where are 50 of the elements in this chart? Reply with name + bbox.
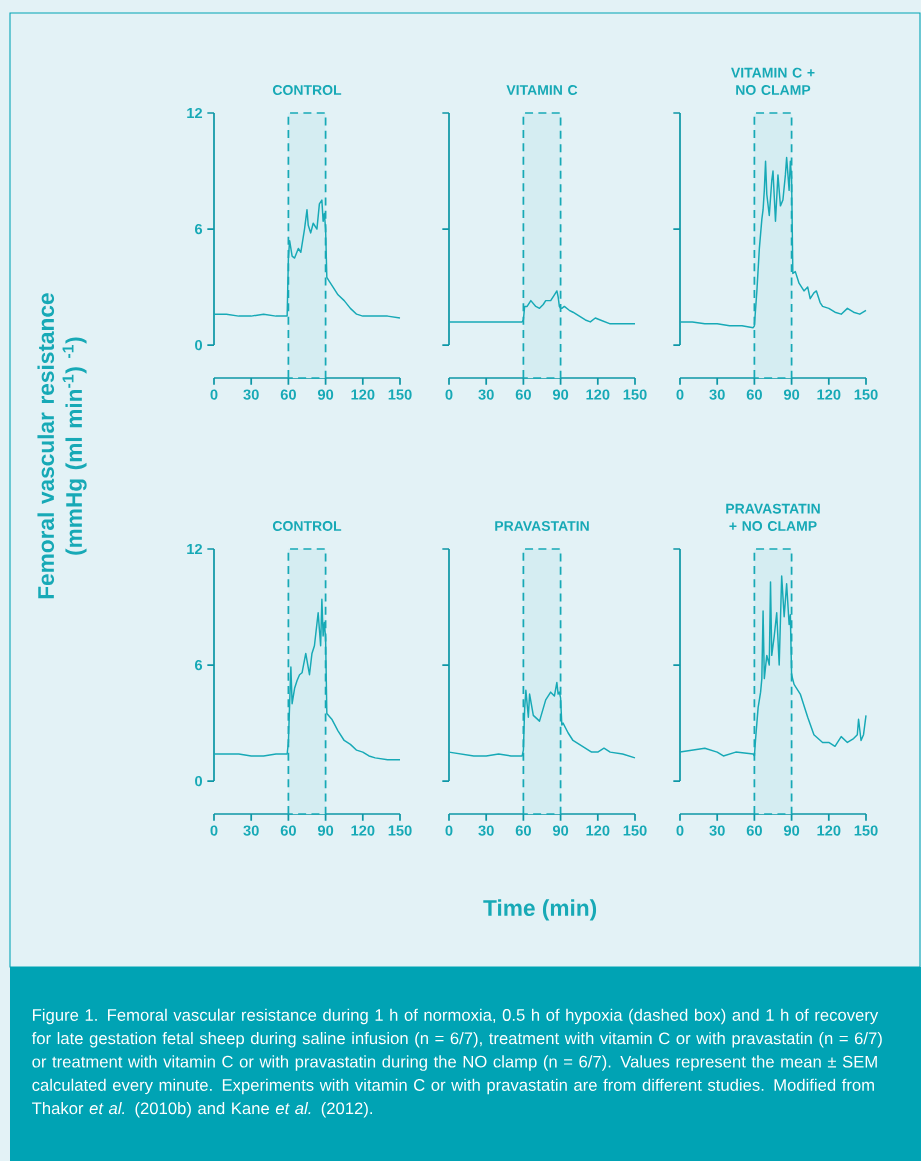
x-tick-label: 0 <box>210 389 218 400</box>
x-tick-label: 30 <box>709 825 725 836</box>
x-tick-label: 30 <box>478 389 494 400</box>
x-tick-label: 150 <box>388 825 412 836</box>
x-tick-label: 90 <box>552 389 569 400</box>
y-tick-label: 12 <box>187 107 203 119</box>
x-tick-label: 90 <box>783 389 800 400</box>
x-tick-label: 150 <box>623 389 647 400</box>
x-tick-label: 120 <box>586 825 610 836</box>
x-tick-label: 90 <box>783 825 800 836</box>
chart-title: PRAVASTATIN + NO CLAMP <box>726 503 820 531</box>
x-tick-label: 60 <box>280 825 296 836</box>
x-tick-label: 90 <box>552 825 569 836</box>
x-tick-label: 150 <box>623 825 647 836</box>
x-tick-label: 120 <box>586 389 610 400</box>
y-tick-label: 12 <box>187 543 203 555</box>
x-tick-label: 120 <box>817 825 841 836</box>
x-tick-label: 0 <box>676 389 684 400</box>
y-tick-label: 6 <box>195 659 203 671</box>
x-tick-label: 120 <box>817 389 841 400</box>
x-tick-label: 0 <box>676 825 684 836</box>
x-tick-label: 90 <box>317 825 334 836</box>
x-axis-title: Time (min) <box>483 899 597 921</box>
x-tick-label: 150 <box>388 389 412 400</box>
y-tick-label: 6 <box>195 223 203 235</box>
x-tick-label: 30 <box>243 389 259 400</box>
y-tick-label: 0 <box>195 775 203 787</box>
x-tick-label: 0 <box>445 825 453 836</box>
x-tick-label: 30 <box>709 389 725 400</box>
chart-title: CONTROL <box>272 521 342 531</box>
x-tick-label: 120 <box>351 825 375 836</box>
x-tick-label: 0 <box>445 389 453 400</box>
chart-title: VITAMIN C + NO CLAMP <box>731 67 815 95</box>
x-tick-label: 60 <box>746 389 762 400</box>
x-tick-label: 30 <box>243 825 259 836</box>
x-tick-label: 0 <box>210 825 218 836</box>
x-tick-label: 150 <box>854 825 878 836</box>
x-tick-label: 30 <box>478 825 494 836</box>
x-tick-label: 150 <box>854 389 878 400</box>
chart-title: CONTROL <box>272 85 342 95</box>
x-tick-label: 60 <box>280 389 296 400</box>
x-tick-label: 60 <box>515 825 531 836</box>
x-tick-label: 60 <box>515 389 531 400</box>
y-tick-label: 0 <box>195 339 203 351</box>
chart-title: PRAVASTATIN <box>495 521 589 531</box>
chart-title: VITAMIN C <box>506 85 578 95</box>
x-tick-label: 90 <box>317 389 334 400</box>
x-tick-label: 60 <box>746 825 762 836</box>
x-tick-label: 120 <box>351 389 375 400</box>
text: Figure 1. Femoral vascular resistance during 1 h of normoxia, 0.5 h of hypoxia (dashed box) and 1 h of recovery for late gestation fetal sheep during saline infusion (n = 6/7), treatment with vitamin C or with pravastatin (n = 6/7) or treatment with vitamin C or with pravastatin during the NO clamp (n = 6/7). Values represent the mean ± SEM calculated every minute. Experiments with vitamin C or with pravastatin are from different studies. Modified from Thakor et al. (2010b) and Kane et al. (2012). <box>31 1008 882 1118</box>
